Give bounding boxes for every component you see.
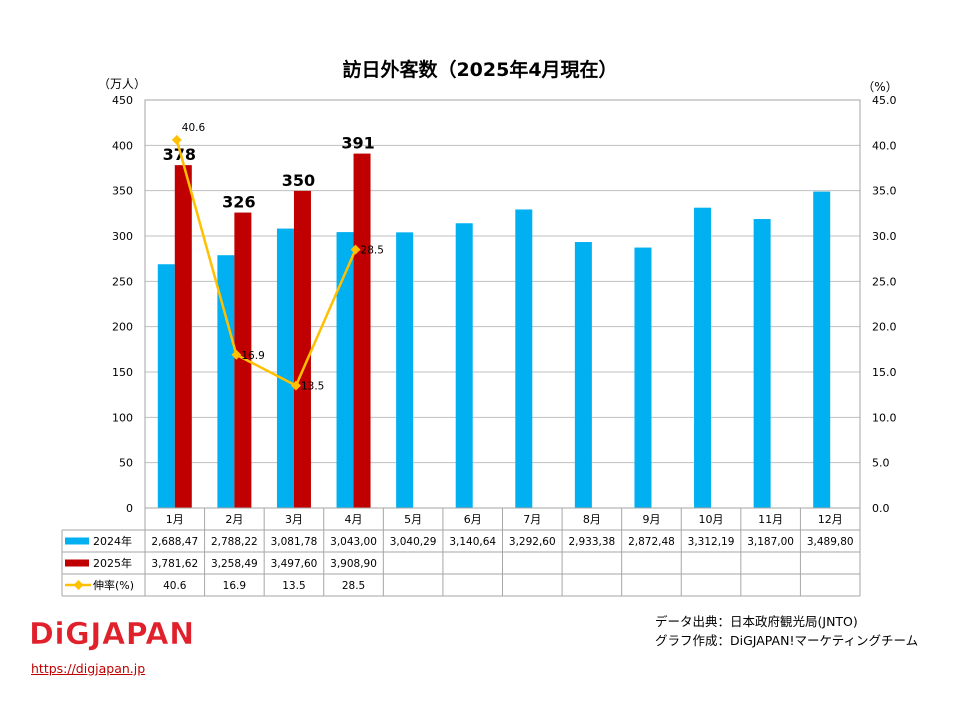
source-line-credit: グラフ作成：DiGJAPAN!マーケティングチーム bbox=[655, 633, 919, 648]
y-tick-left: 200 bbox=[112, 321, 133, 334]
bar-2025-label: 378 bbox=[163, 145, 196, 164]
y-tick-left: 150 bbox=[112, 366, 133, 379]
table-cell: 13.5 bbox=[282, 580, 305, 592]
table-cell: 3,489,80 bbox=[807, 536, 854, 548]
y-tick-left: 250 bbox=[112, 275, 133, 288]
bar-2025-label: 326 bbox=[222, 193, 255, 212]
bar-2024 bbox=[634, 247, 652, 508]
y-tick-left: 50 bbox=[119, 457, 133, 470]
source-note: データ出典：日本政府観光局(JNTO) グラフ作成：DiGJAPAN!マーケティ… bbox=[655, 612, 918, 650]
growth-label: 13.5 bbox=[301, 381, 324, 393]
bar-2024 bbox=[455, 223, 473, 508]
table-cell: 3,187,00 bbox=[747, 536, 794, 548]
x-tick-label: 1月 bbox=[166, 513, 184, 526]
y-tick-left: 100 bbox=[112, 411, 133, 424]
site-link[interactable]: https://digjapan.jp bbox=[31, 661, 146, 676]
legend-label: 伸率(%) bbox=[93, 578, 134, 592]
y-tick-left: 450 bbox=[112, 94, 133, 107]
table-cell: 3,140,64 bbox=[449, 536, 496, 548]
y-axis-unit-left: （万人） bbox=[98, 77, 146, 91]
table-cell: 2,872,48 bbox=[628, 536, 675, 548]
x-tick-label: 9月 bbox=[642, 513, 660, 526]
x-tick-label: 11月 bbox=[758, 513, 783, 526]
x-tick-label: 2月 bbox=[225, 513, 243, 526]
growth-marker bbox=[350, 244, 361, 255]
table-cell: 28.5 bbox=[342, 580, 365, 592]
growth-marker bbox=[231, 349, 242, 360]
table-cell: 3,040,29 bbox=[390, 536, 437, 548]
table-cell: 3,497,60 bbox=[271, 558, 318, 570]
y-tick-right: 15.0 bbox=[872, 366, 897, 379]
growth-label: 16.9 bbox=[241, 350, 264, 362]
table-cell: 2,788,22 bbox=[211, 536, 258, 548]
y-tick-right: 25.0 bbox=[872, 275, 897, 288]
x-tick-label: 5月 bbox=[404, 513, 422, 526]
legend-label: 2024年 bbox=[93, 534, 132, 548]
table-cell: 3,081,78 bbox=[271, 536, 318, 548]
table-cell: 16.9 bbox=[223, 580, 246, 592]
legend-label: 2025年 bbox=[93, 556, 132, 570]
table-cell: 3,292,60 bbox=[509, 536, 556, 548]
y-axis-unit-right: （%） bbox=[862, 80, 897, 94]
legend-marker bbox=[73, 580, 84, 590]
y-tick-left: 350 bbox=[112, 185, 133, 198]
y-tick-right: 40.0 bbox=[872, 139, 897, 152]
source-line-data: データ出典：日本政府観光局(JNTO) bbox=[655, 614, 858, 629]
y-tick-right: 5.0 bbox=[872, 457, 890, 470]
growth-label: 40.6 bbox=[182, 122, 206, 134]
table-cell: 3,908,90 bbox=[330, 558, 377, 570]
bar-2025-label: 391 bbox=[341, 134, 374, 153]
growth-marker bbox=[291, 380, 301, 391]
y-tick-right: 35.0 bbox=[872, 185, 897, 198]
x-tick-label: 10月 bbox=[699, 513, 724, 526]
table-cell: 3,781,62 bbox=[151, 558, 198, 570]
digjapan-logo: DiGJAPAN! bbox=[29, 617, 197, 653]
table-cell: 2,688,47 bbox=[151, 536, 198, 548]
bar-2024 bbox=[694, 207, 712, 509]
y-tick-left: 400 bbox=[112, 139, 133, 152]
growth-marker bbox=[171, 134, 182, 145]
bar-2024 bbox=[396, 232, 414, 508]
bar-2024 bbox=[217, 255, 235, 508]
x-tick-label: 3月 bbox=[285, 513, 303, 526]
bar-2024 bbox=[157, 264, 175, 508]
table-cell: 2,933,38 bbox=[568, 536, 615, 548]
bar-2024 bbox=[515, 209, 533, 508]
y-tick-left: 300 bbox=[112, 230, 133, 243]
bar-2025 bbox=[234, 212, 252, 508]
bar-2024 bbox=[753, 219, 771, 508]
bar-2025 bbox=[293, 190, 311, 508]
y-tick-right: 10.0 bbox=[872, 411, 897, 424]
y-tick-left: 0 bbox=[126, 502, 133, 515]
legend-swatch bbox=[65, 559, 89, 567]
x-tick-label: 6月 bbox=[464, 513, 482, 526]
y-tick-right: 20.0 bbox=[872, 321, 897, 334]
bar-2024 bbox=[276, 228, 294, 509]
table-cell: 3,043,00 bbox=[330, 536, 377, 548]
y-tick-right: 30.0 bbox=[872, 230, 897, 243]
x-tick-label: 12月 bbox=[818, 513, 843, 526]
growth-line bbox=[175, 139, 357, 388]
bar-2024 bbox=[574, 242, 592, 508]
bar-2025 bbox=[174, 165, 192, 508]
growth-label: 28.5 bbox=[361, 245, 384, 257]
logo-text: DiGJAPAN! bbox=[29, 617, 197, 652]
x-tick-label: 8月 bbox=[583, 513, 601, 526]
legend-swatch bbox=[65, 537, 89, 545]
x-tick-label: 7月 bbox=[523, 513, 541, 526]
bar-2024 bbox=[336, 232, 354, 509]
bar-2025 bbox=[353, 153, 371, 508]
plot-frame bbox=[144, 99, 861, 509]
table-cell: 40.6 bbox=[163, 580, 187, 592]
y-tick-right: 45.0 bbox=[872, 94, 897, 107]
bar-2025-label: 350 bbox=[282, 171, 315, 190]
bar-2024 bbox=[813, 191, 831, 508]
chart-title: 訪日外客数（2025年4月現在） bbox=[342, 58, 617, 81]
y-tick-right: 0.0 bbox=[872, 502, 890, 515]
table-cell: 3,258,49 bbox=[211, 558, 258, 570]
visitor-chart: 訪日外客数（2025年4月現在） （万人） （%） 0 0.0 50 5.0 100 10.0 1… bbox=[61, 58, 898, 597]
table-cell: 3,312,19 bbox=[688, 536, 735, 548]
x-tick-label: 4月 bbox=[345, 513, 363, 526]
